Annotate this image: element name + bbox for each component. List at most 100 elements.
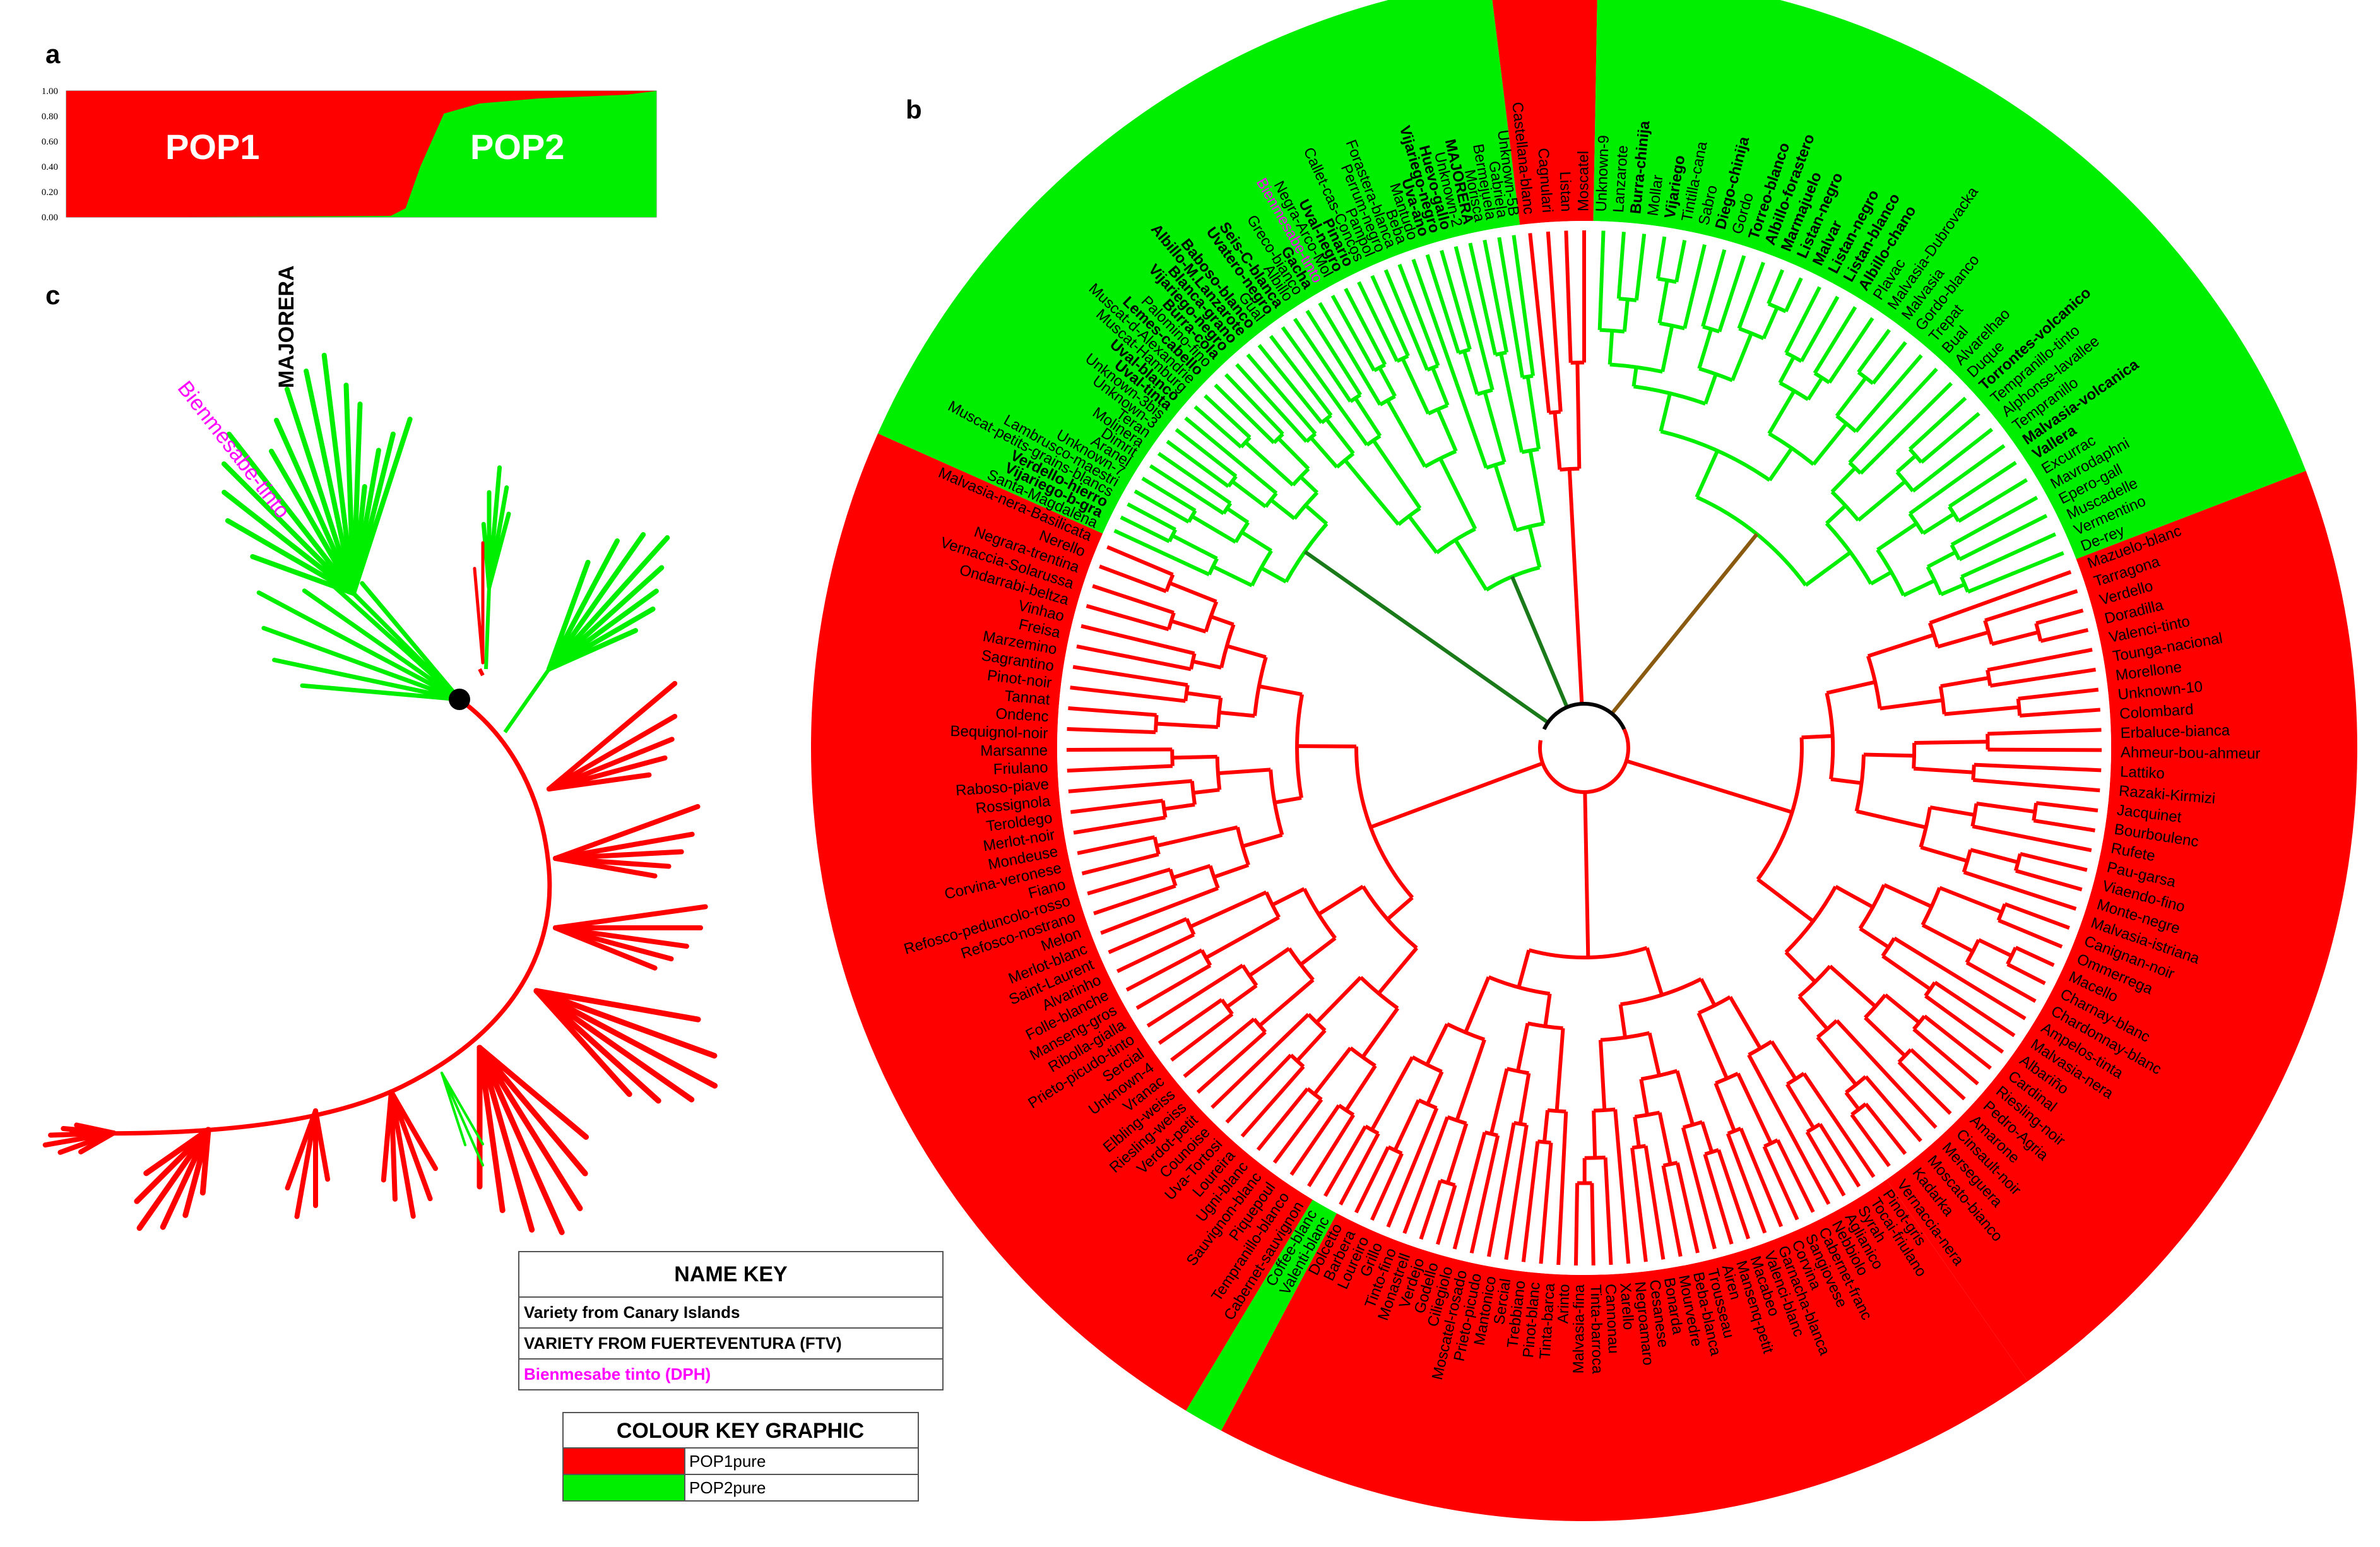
branch — [1438, 458, 1477, 530]
branch — [1330, 294, 1376, 372]
branch — [1603, 1157, 1613, 1265]
branch — [1920, 845, 1968, 863]
branch — [1657, 280, 1669, 324]
tree-branch — [553, 925, 658, 971]
tree-branch — [225, 518, 356, 596]
branch — [1440, 249, 1472, 350]
name-key-row-text: Variety from Canary Islands — [524, 1303, 740, 1322]
branch — [1998, 918, 2063, 949]
branch — [1924, 994, 2004, 1054]
root-branch — [1510, 576, 1569, 708]
branch — [1573, 1183, 1580, 1265]
tree-branch — [273, 417, 356, 596]
branch — [1897, 1060, 1952, 1115]
branch — [1848, 367, 1938, 464]
branch — [1869, 570, 1893, 586]
leaf-label: Malvasia-fina — [1570, 1284, 1588, 1373]
branch — [1518, 1072, 1531, 1125]
branch — [1801, 733, 1833, 740]
branch — [1830, 777, 1862, 785]
branch — [1923, 1014, 1992, 1070]
red-sector-top — [1492, 0, 1597, 225]
branch — [1768, 447, 1794, 482]
branch — [1700, 1121, 1714, 1153]
tree-branch — [553, 803, 701, 861]
branch — [2004, 902, 2070, 930]
branch — [1277, 437, 1310, 470]
tree-branch — [441, 1072, 467, 1147]
branch — [1240, 530, 1272, 553]
branch — [1486, 1122, 1516, 1257]
branch — [1940, 582, 1966, 596]
branch — [1564, 230, 1573, 363]
branch — [2020, 708, 2100, 718]
branch — [1539, 1142, 1553, 1264]
branch — [1378, 366, 1397, 398]
colour-key-label: POP2pure — [689, 1478, 766, 1497]
branch — [1575, 362, 1582, 469]
branch — [1527, 526, 1542, 568]
branch — [1455, 1039, 1486, 1122]
tree-branch — [547, 627, 639, 672]
branch — [1590, 1183, 1596, 1265]
tree-branch — [226, 431, 356, 596]
branch — [1736, 1072, 1773, 1144]
panel-a-letter: a — [45, 39, 61, 69]
branch — [1785, 1083, 1816, 1129]
branch — [1655, 236, 1667, 280]
tree-branch — [285, 1108, 318, 1191]
tree-branch — [302, 588, 462, 702]
branch — [1683, 244, 1707, 329]
branch — [1205, 915, 1280, 960]
branch — [1172, 754, 1217, 760]
name-key-row — [518, 1358, 944, 1390]
branch — [1645, 947, 1664, 996]
y-axis-ticks: 1.00 0.80 0.60 0.40 0.20 0.00 — [42, 86, 58, 223]
branch — [1157, 451, 1232, 505]
tree-branch — [441, 1072, 484, 1146]
tree-branch — [221, 461, 356, 596]
branch — [1411, 258, 1488, 469]
branch — [1893, 936, 2027, 1021]
tree-branch — [294, 1108, 318, 1219]
branch — [1256, 1087, 1310, 1151]
branch — [1556, 1111, 1568, 1265]
root-branch — [1303, 550, 1549, 725]
tree-branch — [547, 772, 652, 791]
branch — [1973, 778, 2100, 793]
branch — [1867, 632, 1935, 658]
tree-branch — [143, 1127, 211, 1177]
branch — [1747, 1053, 1831, 1206]
branch — [1597, 230, 1606, 330]
branch — [1922, 512, 1955, 535]
branch — [1172, 863, 1211, 880]
branch — [1699, 978, 1717, 1007]
tree-branch — [478, 668, 485, 677]
branch — [1850, 1113, 1891, 1168]
branch — [1976, 802, 2035, 814]
branch — [1542, 1110, 1550, 1142]
branch — [1225, 1053, 1293, 1124]
tree-branch — [160, 1127, 211, 1230]
name-key-title: NAME KEY — [674, 1262, 788, 1286]
branch — [1543, 993, 1552, 1027]
branch — [1647, 1033, 1661, 1076]
tree-branch — [533, 988, 701, 1022]
branch — [1762, 1146, 1799, 1221]
name-key-table: NAME KEY Variety from Canary Islands VAR… — [518, 1251, 944, 1390]
branch — [2015, 868, 2083, 892]
branch — [1857, 480, 1907, 522]
branch — [1431, 367, 1450, 406]
branch — [1284, 522, 1329, 583]
tree-branch — [547, 565, 665, 672]
tree-branch — [300, 683, 462, 702]
branch — [1813, 306, 1857, 374]
branch — [1445, 1123, 1469, 1184]
branch — [1258, 978, 1315, 1028]
branch — [1067, 726, 1156, 735]
y-tick-label: 0.80 — [42, 112, 58, 122]
branch — [1958, 514, 2048, 562]
name-key-row — [518, 1296, 944, 1329]
branch — [1260, 566, 1288, 584]
branch — [1166, 439, 1230, 489]
